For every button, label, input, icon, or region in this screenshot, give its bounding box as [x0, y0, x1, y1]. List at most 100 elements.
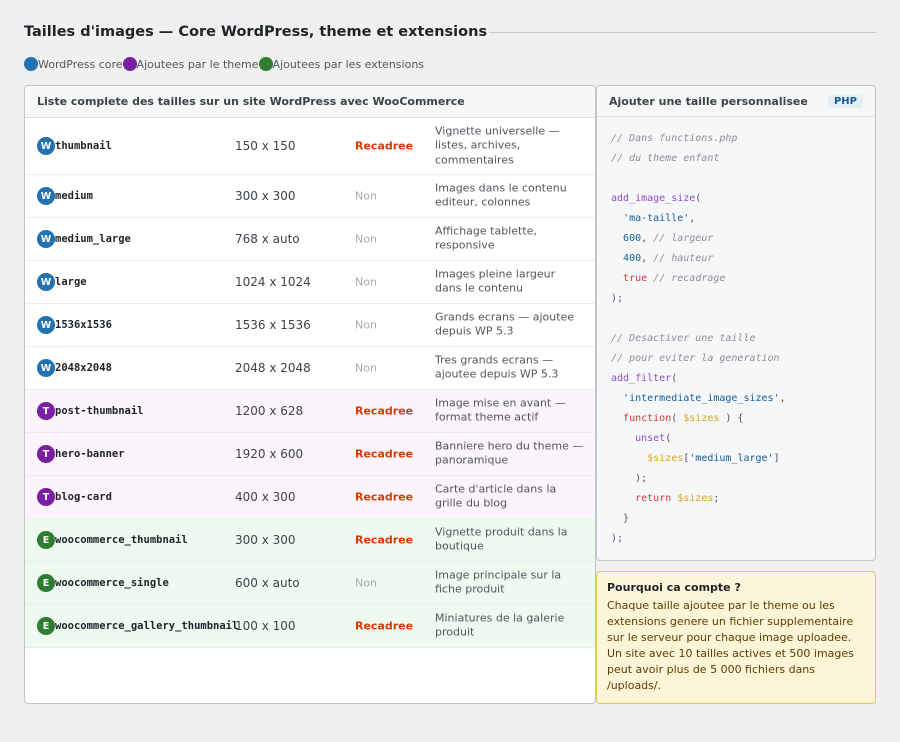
- legend-label: WordPress core: [38, 57, 123, 71]
- source-badge-icon: W: [37, 273, 55, 291]
- code-token: function: [623, 413, 672, 424]
- code-token: 600: [623, 233, 642, 244]
- code-line: add_filter(: [611, 369, 861, 389]
- legend-item: WordPress core: [24, 57, 123, 71]
- code-line: // du theme enfant: [611, 149, 861, 169]
- crop-status: Non: [355, 361, 377, 375]
- code-token: ) {: [719, 413, 744, 424]
- code-line: add_image_size(: [611, 189, 861, 209]
- code-token: 'medium_large': [689, 453, 774, 464]
- size-dimensions: 1200 x 628: [235, 404, 304, 418]
- code-line: return $sizes;: [611, 489, 861, 509]
- size-dimensions: 2048 x 2048: [235, 361, 311, 375]
- code-token: );: [611, 533, 624, 544]
- code-line: );: [611, 469, 861, 489]
- size-name: large: [55, 276, 87, 288]
- source-badge-icon: W: [37, 359, 55, 377]
- legend-dot-icon: [24, 57, 38, 71]
- crop-status: Non: [355, 275, 377, 289]
- language-badge: PHP: [827, 94, 863, 108]
- code-panel-title: Ajouter une taille personnalisee: [609, 94, 808, 108]
- source-badge-icon: E: [37, 574, 55, 592]
- code-token: // hauteur: [653, 253, 714, 264]
- code-token: (: [665, 433, 672, 444]
- code-token: [611, 413, 623, 424]
- size-dimensions: 600 x auto: [235, 576, 300, 590]
- code-token: return: [635, 493, 672, 504]
- code-token: [611, 493, 635, 504]
- size-description: Image mise en avant — format theme actif: [435, 396, 566, 424]
- code-line: [611, 169, 861, 189]
- code-line: // pour eviter la generation: [611, 349, 861, 369]
- code-line: 'ma-taille',: [611, 209, 861, 229]
- size-dimensions: 1024 x 1024: [235, 275, 311, 289]
- code-token: [611, 253, 623, 264]
- code-token: [611, 233, 623, 244]
- code-token: ;: [713, 493, 720, 504]
- code-token: ,: [779, 393, 786, 404]
- code-token: true: [623, 273, 648, 284]
- size-dimensions: 400 x 300: [235, 490, 296, 504]
- size-dimensions: 100 x 100: [235, 619, 296, 633]
- code-panel: Ajouter une taille personnalisee PHP // …: [596, 85, 876, 561]
- code-token: ,: [641, 253, 654, 264]
- size-dimensions: 150 x 150: [235, 139, 296, 153]
- size-dimensions: 1536 x 1536: [235, 318, 311, 332]
- size-name: medium_large: [55, 233, 131, 245]
- size-name: medium: [55, 190, 93, 202]
- code-line: unset(: [611, 429, 861, 449]
- code-token: // Dans functions.php: [611, 133, 738, 144]
- code-line: function( $sizes ) {: [611, 409, 861, 429]
- code-token: );: [611, 293, 624, 304]
- crop-status: Non: [355, 318, 377, 332]
- size-name: woocommerce_single: [55, 577, 169, 589]
- code-token: $sizes: [683, 413, 720, 424]
- size-description: Affichage tablette, responsive: [435, 224, 537, 252]
- table-row: W 1536x1536 1536 x 1536 Non Grands ecrans — …: [25, 304, 595, 347]
- size-name: hero-banner: [55, 448, 125, 460]
- size-name: woocommerce_thumbnail: [55, 534, 188, 546]
- source-badge-icon: W: [37, 187, 55, 205]
- code-line: // Desactiver une taille: [611, 329, 861, 349]
- source-badge-icon: W: [37, 316, 55, 334]
- crop-status: Non: [355, 189, 377, 203]
- size-description: Carte d'article dans la grille du blog: [435, 482, 557, 510]
- size-description: Miniatures de la galerie produit: [435, 611, 565, 639]
- source-badge-icon: T: [37, 445, 55, 463]
- sizes-table-panel: Liste complete des tailles sur un site W…: [24, 85, 596, 704]
- code-token: [: [683, 453, 690, 464]
- size-name: blog-card: [55, 491, 112, 503]
- title-row: Tailles d'images — Core WordPress, theme…: [24, 22, 876, 42]
- legend-dot-icon: [258, 57, 273, 71]
- code-line: // Dans functions.php: [611, 129, 861, 149]
- source-badge-icon: W: [37, 230, 55, 248]
- legend: WordPress core Ajoutees par le theme Ajout…: [24, 56, 424, 72]
- code-line: 600, // largeur: [611, 229, 861, 249]
- table-row: W 2048x2048 2048 x 2048 Non Tres grands ecra…: [25, 347, 595, 390]
- source-badge-icon: E: [37, 617, 55, 635]
- code-token: // largeur: [653, 233, 714, 244]
- code-token: $sizes: [677, 493, 714, 504]
- crop-status: Non: [355, 232, 377, 246]
- size-name: post-thumbnail: [55, 405, 144, 417]
- source-badge-icon: T: [37, 488, 55, 506]
- size-description: Images dans le contenu editeur, colonnes: [435, 181, 567, 209]
- code-token: (: [695, 193, 702, 204]
- code-token: [611, 433, 635, 444]
- size-name: 2048x2048: [55, 362, 112, 374]
- legend-dot-icon: [122, 57, 137, 71]
- crop-status: Recadree: [355, 490, 414, 504]
- legend-label: Ajoutees par le theme: [136, 57, 259, 71]
- crop-status: Recadree: [355, 447, 414, 461]
- code-token: 'intermediate_image_sizes': [623, 393, 780, 404]
- code-line: true // recadrage: [611, 269, 861, 289]
